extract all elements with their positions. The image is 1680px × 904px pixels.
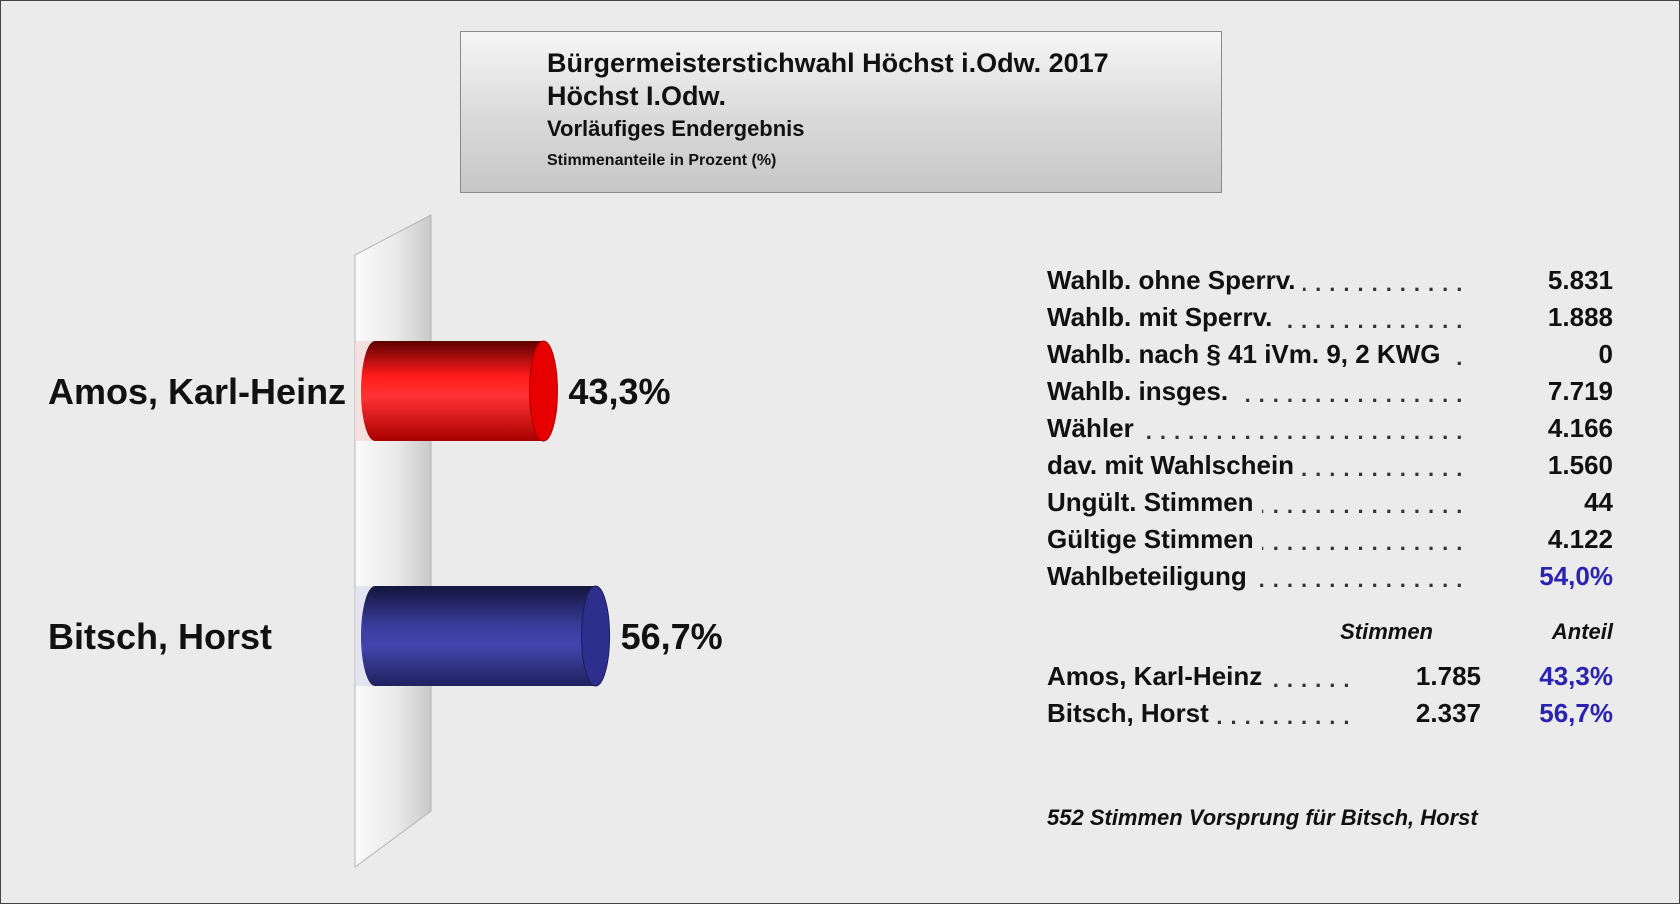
page-title: Bürgermeisterstichwahl Höchst i.Odw. 201… <box>547 48 1109 78</box>
stats-list: ........................................… <box>1047 265 1613 598</box>
candidate-votes: 2.337 <box>1415 698 1481 728</box>
table-row: ........................................… <box>1047 661 1613 698</box>
table-row: ........................................… <box>1047 698 1613 735</box>
stat-value: 5.831 <box>1547 265 1613 295</box>
page-subtitle: Höchst I.Odw. <box>547 81 727 111</box>
category-label: Amos, Karl-Heinz <box>48 371 346 412</box>
bar <box>375 586 596 686</box>
stat-label: Ungült. Stimmen <box>1047 487 1262 518</box>
stat-row: ........................................… <box>1047 302 1613 339</box>
candidate-votes: 1.785 <box>1415 661 1481 691</box>
bar-end-cap <box>581 585 611 687</box>
stat-label: Wahlb. ohne Sperrv. <box>1047 265 1304 296</box>
stat-value: 0 <box>1598 339 1613 369</box>
stat-row: ........................................… <box>1047 339 1613 376</box>
candidate-name: Amos, Karl-Heinz <box>1047 661 1271 692</box>
stat-value: 1.888 <box>1547 302 1613 332</box>
candidate-name: Bitsch, Horst <box>1047 698 1217 729</box>
stat-label: dav. mit Wahlschein <box>1047 450 1303 481</box>
stat-label: Gültige Stimmen <box>1047 524 1262 555</box>
bar-chart: Amos, Karl-Heinz 43,3% Bitsch, Horst 56,7% <box>48 214 723 868</box>
result-status: Vorläufiges Endergebnis <box>547 116 805 141</box>
stat-label: Wähler <box>1047 413 1142 444</box>
stat-value: 4.166 <box>1547 413 1613 443</box>
stat-value: 1.560 <box>1547 450 1613 480</box>
candidate-share: 43,3% <box>1539 661 1613 691</box>
header-box: Bürgermeisterstichwahl Höchst i.Odw. 201… <box>460 31 1222 193</box>
bar <box>375 341 544 441</box>
stat-value: 4.122 <box>1547 524 1613 554</box>
stat-row: ........................................… <box>1047 450 1613 487</box>
bar-end-cap <box>528 340 558 442</box>
stat-row: ........................................… <box>1047 524 1613 561</box>
stat-label: Wahlb. insges. <box>1047 376 1237 407</box>
stat-value: 44 <box>1584 487 1613 517</box>
value-label: 43,3% <box>568 371 670 412</box>
stat-row: ........................................… <box>1047 265 1613 302</box>
stat-label: Wahlb. nach § 41 iVm. 9, 2 KWG <box>1047 339 1449 370</box>
stat-row: ........................................… <box>1047 376 1613 413</box>
unit-note: Stimmenanteile in Prozent (%) <box>547 152 777 169</box>
category-label: Bitsch, Horst <box>48 616 272 657</box>
candidate-share: 56,7% <box>1539 698 1613 728</box>
stat-value: 7.719 <box>1547 376 1613 406</box>
stat-row: ........................................… <box>1047 413 1613 450</box>
column-header-share: Anteil <box>1551 619 1613 644</box>
candidate-table: ........................................… <box>1047 661 1613 735</box>
stat-row: ........................................… <box>1047 561 1613 598</box>
column-header-votes: Stimmen <box>1340 619 1433 644</box>
stat-value: 54,0% <box>1539 561 1613 591</box>
stat-label: Wahlb. mit Sperrv. <box>1047 302 1281 333</box>
axis-wall <box>354 214 432 868</box>
value-label: 56,7% <box>621 616 723 657</box>
stat-label: Wahlbeteiligung <box>1047 561 1255 592</box>
table-header: Stimmen Anteil <box>1047 619 1613 649</box>
lead-note: 552 Stimmen Vorsprung für Bitsch, Horst <box>1047 805 1478 830</box>
stat-row: ........................................… <box>1047 487 1613 524</box>
